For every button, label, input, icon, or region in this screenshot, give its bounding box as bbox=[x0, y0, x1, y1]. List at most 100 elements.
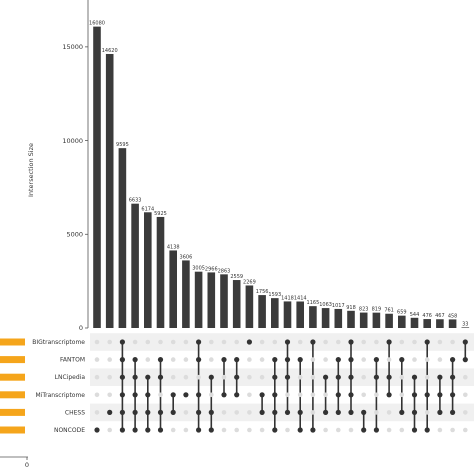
matrix-dot-inactive bbox=[94, 339, 100, 345]
matrix-dot-inactive bbox=[183, 427, 189, 433]
intersection-bar bbox=[169, 250, 177, 328]
matrix-dot-inactive bbox=[183, 410, 189, 415]
matrix-dot-active bbox=[284, 374, 291, 380]
matrix-dot-inactive bbox=[336, 427, 341, 433]
intersection-bar bbox=[182, 260, 190, 328]
intersection-bar bbox=[207, 272, 216, 328]
matrix-dot-active bbox=[411, 427, 418, 433]
intersection-bar bbox=[220, 274, 228, 328]
matrix-dot-active bbox=[234, 357, 240, 363]
intersection-bar bbox=[372, 312, 381, 328]
matrix-dot-active bbox=[246, 339, 252, 345]
set-size-bar bbox=[0, 408, 25, 416]
matrix-dot-active bbox=[259, 392, 265, 398]
intersection-bar-label: 6174 bbox=[141, 206, 154, 212]
matrix-dot-active bbox=[119, 339, 125, 345]
set-size-bars bbox=[0, 338, 25, 434]
matrix-dot-active bbox=[196, 427, 202, 433]
matrix-dot-active bbox=[450, 392, 456, 398]
matrix-dot-active bbox=[208, 374, 214, 380]
intersection-bar bbox=[410, 317, 419, 328]
matrix-dot-inactive bbox=[463, 374, 468, 380]
matrix-dot-active bbox=[361, 409, 367, 415]
set-size-axis: 0 bbox=[0, 456, 29, 469]
matrix-dot-active bbox=[335, 409, 341, 415]
matrix-dot-active bbox=[196, 409, 202, 415]
matrix-dot-inactive bbox=[336, 339, 341, 345]
matrix-dot-inactive bbox=[399, 339, 405, 345]
matrix-dot-inactive bbox=[386, 410, 392, 415]
intersection-bar-label: 3606 bbox=[180, 254, 193, 260]
intersection-bar-label: 761 bbox=[384, 308, 394, 314]
y-tick-label: 0 bbox=[79, 324, 83, 332]
matrix-dot-inactive bbox=[234, 410, 239, 415]
intersection-bar-label: 33 bbox=[462, 321, 468, 327]
matrix-dot-inactive bbox=[285, 392, 290, 398]
matrix-dot-active bbox=[196, 357, 202, 363]
matrix-dot-active bbox=[145, 392, 151, 398]
matrix-dot-active bbox=[399, 357, 405, 363]
matrix-dot-inactive bbox=[234, 339, 239, 345]
matrix-dot-inactive bbox=[399, 392, 405, 398]
intersection-bar-label: 823 bbox=[359, 307, 369, 313]
set-size-bar bbox=[0, 391, 25, 399]
intersection-bar bbox=[194, 271, 203, 328]
matrix-dot-inactive bbox=[170, 374, 176, 380]
intersection-bar-label: 544 bbox=[410, 312, 420, 318]
matrix-dot-inactive bbox=[297, 374, 303, 380]
matrix-dot-active bbox=[119, 427, 125, 433]
matrix-dot-inactive bbox=[323, 339, 328, 345]
matrix-dot-inactive bbox=[183, 357, 189, 362]
intersection-bar-label: 1593 bbox=[268, 292, 281, 298]
intersection-bar bbox=[385, 313, 393, 328]
matrix-dot-active bbox=[272, 374, 278, 380]
matrix-dot-active bbox=[411, 392, 418, 398]
y-tick-label: 15000 bbox=[62, 43, 83, 51]
intersection-bar-label: 14620 bbox=[102, 48, 118, 54]
intersection-bar bbox=[334, 308, 343, 328]
matrix-dot-active bbox=[284, 339, 291, 345]
matrix-dot-inactive bbox=[234, 427, 239, 433]
matrix-dot-inactive bbox=[272, 339, 278, 345]
matrix-dot-active bbox=[411, 374, 418, 380]
intersection-bar-label: 918 bbox=[346, 305, 356, 311]
intersection-bar bbox=[232, 280, 241, 328]
matrix-dot-inactive bbox=[399, 374, 405, 380]
matrix-stripe bbox=[90, 368, 474, 386]
intersection-bar bbox=[118, 148, 127, 328]
matrix-dot-active bbox=[373, 357, 379, 363]
matrix-dot-active bbox=[272, 392, 278, 398]
matrix-dot-inactive bbox=[94, 357, 100, 362]
matrix-dot-inactive bbox=[107, 392, 112, 398]
set-size-axis-tick-label: 0 bbox=[25, 461, 29, 469]
matrix-dot-inactive bbox=[310, 410, 316, 415]
matrix-dot-active bbox=[310, 427, 316, 433]
matrix-dot-active bbox=[437, 374, 443, 380]
matrix-dot-active bbox=[132, 374, 138, 380]
matrix-dot-active bbox=[170, 409, 176, 415]
matrix-dot-active bbox=[196, 339, 202, 345]
matrix-dot-active bbox=[411, 409, 418, 415]
matrix-dot-active bbox=[157, 409, 164, 415]
matrix-dot-active bbox=[335, 357, 341, 363]
intersection-bar-label: 2269 bbox=[243, 279, 256, 285]
matrix-dot-active bbox=[424, 427, 430, 433]
matrix-dot-inactive bbox=[170, 427, 176, 433]
matrix-dot-active bbox=[157, 427, 164, 433]
matrix-dot-inactive bbox=[374, 339, 379, 345]
matrix-dot-active bbox=[132, 427, 138, 433]
matrix-dot-inactive bbox=[323, 427, 328, 433]
matrix-dot-active bbox=[386, 374, 392, 380]
matrix-dot-active bbox=[323, 374, 329, 380]
intersection-bar bbox=[436, 319, 444, 328]
set-label: LNCipedia bbox=[55, 374, 86, 381]
y-tick-label: 10000 bbox=[62, 137, 83, 145]
matrix-dot-inactive bbox=[145, 357, 151, 362]
matrix-dot-active bbox=[450, 357, 456, 363]
matrix-dot-active bbox=[297, 357, 303, 363]
intersection-bar bbox=[131, 203, 139, 328]
matrix-dot-active bbox=[132, 409, 138, 415]
matrix-dot-active bbox=[119, 392, 125, 398]
matrix-dot-inactive bbox=[361, 392, 367, 398]
